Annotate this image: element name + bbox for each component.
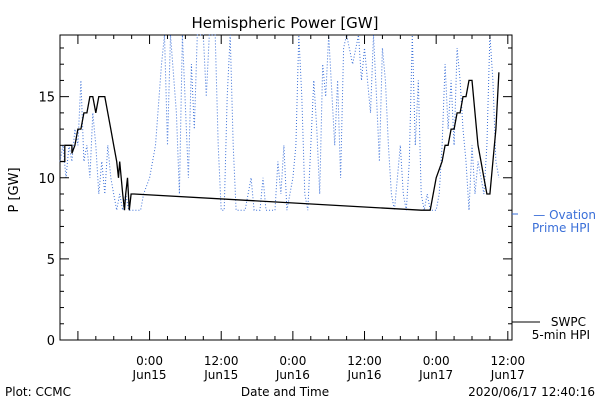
x-tick-label-date: Jun15: [132, 368, 167, 382]
legend-swpc-line1: SWPC: [551, 315, 586, 329]
legend: — Ovation Prime HPI SWPC 5-min HPI: [512, 208, 596, 342]
footer: Plot: CCMC Date and Time 2020/06/17 12:4…: [5, 385, 595, 399]
series-layer: [59, 34, 500, 211]
chart-title: Hemispheric Power [GW]: [192, 14, 379, 32]
x-tick-label-time: 0:00: [279, 354, 306, 368]
plot-frame: [59, 34, 513, 341]
series-line-swpc: [60, 72, 500, 211]
x-axis-label: Date and Time: [241, 385, 329, 399]
x-tick-label-time: 0:00: [136, 354, 163, 368]
x-tick-label-time: 12:00: [347, 354, 382, 368]
y-tick-label: 5: [47, 253, 55, 268]
y-tick-label: 15: [38, 91, 55, 106]
y-axis-label: P [GW]: [7, 167, 22, 212]
x-tick-label-date: Jun16: [275, 368, 310, 382]
legend-ovation-line2: Prime HPI: [532, 221, 590, 235]
x-tick-label-time: 12:00: [204, 354, 239, 368]
x-tick-label-time: 12:00: [491, 354, 526, 368]
legend-swpc-line2: 5-min HPI: [532, 328, 590, 342]
y-tick-label: 10: [38, 172, 55, 187]
y-axis: 0 5 10 15: [38, 47, 512, 349]
series-line-ovation-prime: [59, 34, 500, 211]
legend-ovation-line1: — Ovation: [533, 208, 596, 222]
x-tick-label-date: Jun15: [203, 368, 238, 382]
x-axis: 0:00Jun1512:00Jun150:00Jun1612:00Jun160:…: [59, 35, 526, 382]
x-tick-label-date: Jun16: [347, 368, 382, 382]
x-tick-label-time: 0:00: [423, 354, 450, 368]
footer-plot-credit: Plot: CCMC: [5, 385, 71, 399]
footer-timestamp: 2020/06/17 12:40:16: [468, 385, 595, 399]
y-tick-label: 0: [47, 334, 55, 349]
x-tick-label-date: Jun17: [490, 368, 525, 382]
x-tick-label-date: Jun17: [418, 368, 453, 382]
